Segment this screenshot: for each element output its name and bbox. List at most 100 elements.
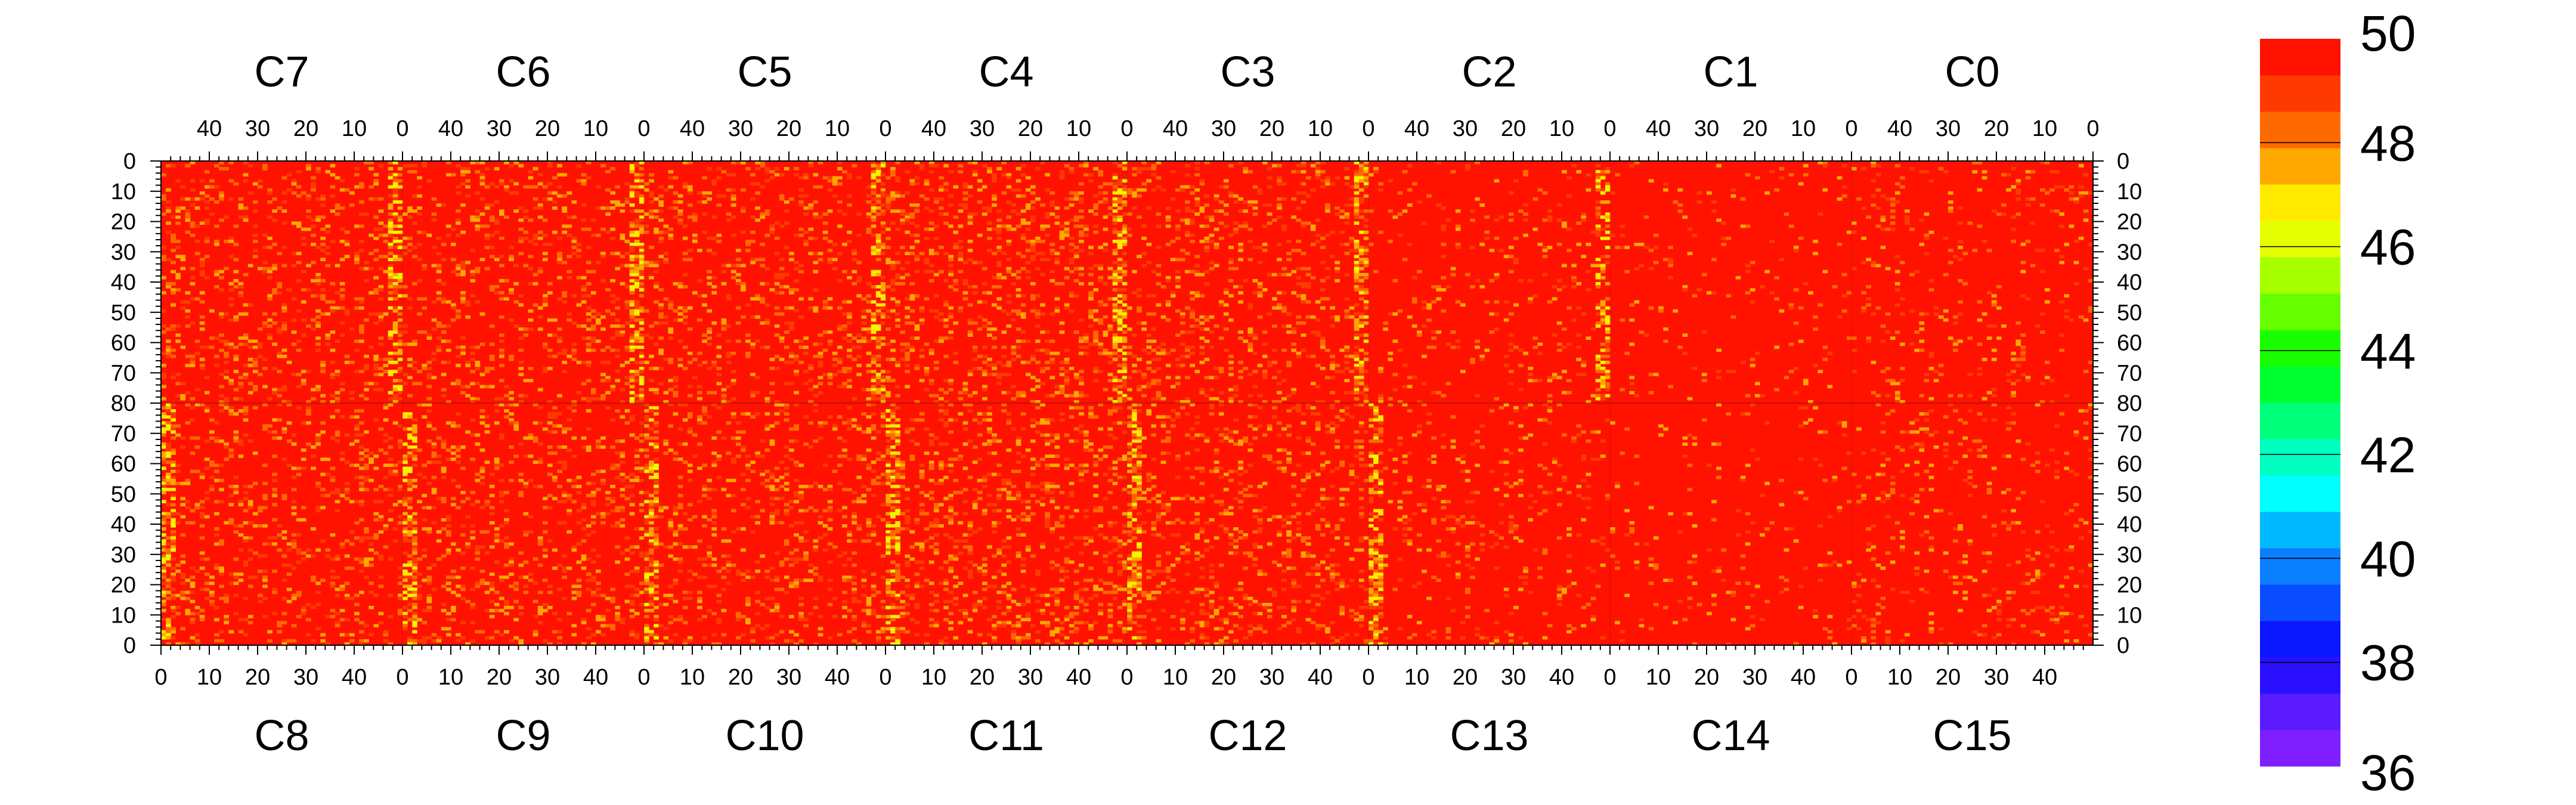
heatmap-cell <box>1006 294 1012 298</box>
heatmap-cell <box>1537 351 1543 355</box>
heatmap-cell <box>180 255 186 258</box>
heatmap-cell <box>1117 324 1123 328</box>
heatmap-cell <box>1315 161 1321 165</box>
heatmap-cell <box>871 360 877 364</box>
heatmap-cell <box>1894 200 1900 204</box>
heatmap-cell <box>388 397 394 401</box>
heatmap-cell <box>1151 167 1157 171</box>
heatmap-cell <box>286 360 292 364</box>
heatmap-cell <box>1600 188 1606 192</box>
heatmap-cell <box>532 273 538 277</box>
heatmap-cell <box>513 300 519 304</box>
heatmap-cell <box>639 243 645 246</box>
heatmap-cell <box>1281 182 1287 186</box>
heatmap-cell <box>252 182 258 186</box>
heatmap-cell <box>1600 200 1606 204</box>
heatmap-cell <box>1378 367 1383 370</box>
heatmap-cell <box>306 412 311 416</box>
heatmap-cell <box>943 336 949 340</box>
heatmap-cell <box>339 188 345 192</box>
heatmap-cell <box>1900 176 1905 180</box>
heatmap-cell <box>417 312 422 316</box>
heatmap-cell <box>1228 267 1234 271</box>
heatmap-cell <box>789 354 794 358</box>
heatmap-cell <box>359 239 364 243</box>
heatmap-cell <box>369 345 374 349</box>
heatmap-cell <box>1059 385 1065 389</box>
heatmap-cell <box>306 215 311 219</box>
heatmap-cell <box>639 345 645 349</box>
heatmap-cell <box>204 275 210 280</box>
heatmap-cell <box>934 273 939 277</box>
heatmap-cell <box>1943 309 1949 313</box>
heatmap-cell <box>1112 315 1118 319</box>
heatmap-cell <box>682 182 688 186</box>
heatmap-cell <box>605 379 611 383</box>
heatmap-cell <box>982 354 987 358</box>
heatmap-cell <box>789 291 794 295</box>
heatmap-cell <box>1194 370 1200 373</box>
heatmap-cell <box>629 273 635 277</box>
heatmap-cell <box>987 167 992 171</box>
heatmap-cell <box>388 224 394 228</box>
heatmap-cell <box>948 273 953 277</box>
heatmap-cell <box>465 194 470 198</box>
heatmap-cell <box>1030 258 1036 262</box>
heatmap-cell <box>291 221 297 225</box>
heatmap-cell <box>886 370 891 373</box>
heatmap-cell <box>344 243 350 246</box>
heatmap-cell <box>880 246 886 249</box>
heatmap-cell <box>1875 394 1881 398</box>
heatmap-cell <box>909 252 915 255</box>
heatmap-cell <box>890 173 896 177</box>
heatmap-cell <box>1093 330 1098 334</box>
heatmap-cell <box>1528 373 1533 376</box>
heatmap-cell <box>1064 306 1070 310</box>
heatmap-cell <box>1605 394 1611 398</box>
heatmap-cell <box>886 258 891 262</box>
heatmap-cell <box>571 246 577 249</box>
heatmap-cell <box>581 179 587 183</box>
heatmap-cell <box>311 327 316 331</box>
heatmap-cell <box>967 330 973 334</box>
heatmap-cell <box>798 176 804 180</box>
heatmap-cell <box>1648 249 1654 252</box>
heatmap-cell <box>552 318 558 322</box>
heatmap-cell <box>634 164 640 168</box>
heatmap-cell <box>388 203 394 207</box>
heatmap-cell <box>818 258 823 262</box>
heatmap-cell <box>697 397 702 401</box>
heatmap-cell <box>1146 179 1152 183</box>
heatmap-cell <box>494 397 500 401</box>
heatmap-cell <box>1653 233 1659 237</box>
heatmap-cell <box>1006 185 1012 189</box>
heatmap-cell <box>1475 345 1480 349</box>
heatmap-cell <box>1291 327 1297 331</box>
heatmap-cell <box>1841 185 1847 189</box>
heatmap-cell <box>412 246 417 249</box>
heatmap-cell <box>1247 170 1253 174</box>
heatmap-cell <box>726 264 732 268</box>
heatmap-cell <box>339 321 345 325</box>
heatmap-cell <box>1894 182 1900 186</box>
heatmap-cell <box>1605 170 1611 174</box>
heatmap-cell <box>306 164 311 168</box>
heatmap-cell <box>914 161 920 165</box>
heatmap-cell <box>813 288 819 292</box>
heatmap-cell <box>369 291 374 295</box>
heatmap-cell <box>2069 191 2075 195</box>
heatmap-cell <box>634 267 640 271</box>
heatmap-cell <box>1663 188 1668 192</box>
heatmap-cell <box>1277 258 1282 262</box>
heatmap-cell <box>1595 312 1601 316</box>
heatmap-cell <box>1247 345 1253 349</box>
heatmap-cell <box>291 373 297 376</box>
heatmap-cell <box>827 373 833 376</box>
heatmap-cell <box>1073 373 1079 376</box>
heatmap-cell <box>1151 370 1157 373</box>
heatmap-cell <box>1122 239 1128 243</box>
heatmap-cell <box>1871 360 1877 364</box>
heatmap-cell <box>311 182 316 186</box>
heatmap-cell <box>397 278 403 283</box>
heatmap-cell <box>335 176 340 180</box>
